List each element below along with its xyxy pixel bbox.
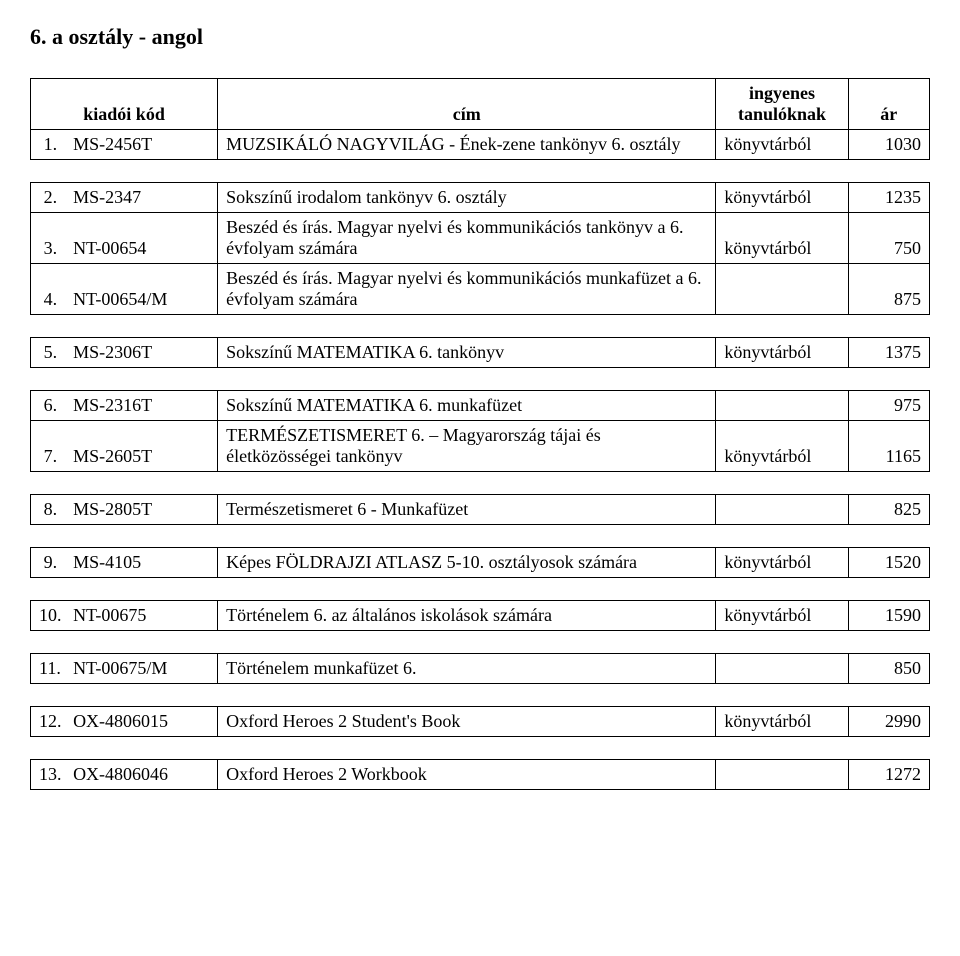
row-price: 1520 [848,548,929,578]
row-code: MS-2347 [65,183,218,213]
row-price: 825 [848,495,929,525]
spacer-row [31,368,930,391]
row-note: könyvtárból [716,213,848,264]
table-row: 8.MS-2805TTermészetismeret 6 - Munkafüze… [31,495,930,525]
row-price: 750 [848,213,929,264]
row-note: könyvtárból [716,421,848,472]
row-note [716,495,848,525]
row-note: könyvtárból [716,130,848,160]
row-title: Oxford Heroes 2 Student's Book [218,707,716,737]
row-title: Történelem 6. az általános iskolások szá… [218,601,716,631]
row-code: MS-2456T [65,130,218,160]
row-price: 1590 [848,601,929,631]
row-title: Természetismeret 6 - Munkafüzet [218,495,716,525]
row-number: 2. [31,183,66,213]
col-header-code: kiadói kód [31,79,218,130]
row-title: Sokszínű MATEMATIKA 6. munkafüzet [218,391,716,421]
row-code: NT-00675 [65,601,218,631]
row-code: NT-00654 [65,213,218,264]
row-title: TERMÉSZETISMERET 6. – Magyarország tájai… [218,421,716,472]
row-number: 3. [31,213,66,264]
row-code: MS-2605T [65,421,218,472]
row-number: 8. [31,495,66,525]
row-price: 1165 [848,421,929,472]
table-row: 13.OX-4806046Oxford Heroes 2 Workbook 127… [31,760,930,790]
row-number: 12. [31,707,66,737]
row-note [716,654,848,684]
table-row: 5.MS-2306TSokszínű MATEMATIKA 6. tanköny… [31,338,930,368]
row-title: Beszéd és írás. Magyar nyelvi és kommuni… [218,264,716,315]
spacer-row [31,737,930,760]
row-price: 2990 [848,707,929,737]
book-table: kiadói kód cím ingyenes tanulóknak ár 1.… [30,78,930,790]
row-title: Oxford Heroes 2 Workbook [218,760,716,790]
row-title: Sokszínű MATEMATIKA 6. tankönyv [218,338,716,368]
row-number: 9. [31,548,66,578]
row-note: könyvtárból [716,601,848,631]
row-title: Képes FÖLDRAJZI ATLASZ 5-10. osztályosok… [218,548,716,578]
table-row: 11.NT-00675/MTörténelem munkafüzet 6. 850 [31,654,930,684]
row-number: 7. [31,421,66,472]
row-note: könyvtárból [716,548,848,578]
row-note: könyvtárból [716,338,848,368]
row-number: 10. [31,601,66,631]
row-note [716,760,848,790]
row-note [716,264,848,315]
table-row: 9.MS-4105Képes FÖLDRAJZI ATLASZ 5-10. os… [31,548,930,578]
table-row: 1.MS-2456TMUZSIKÁLÓ NAGYVILÁG - Ének-zen… [31,130,930,160]
spacer-row [31,315,930,338]
table-row: 7.MS-2605TTERMÉSZETISMERET 6. – Magyaror… [31,421,930,472]
row-price: 850 [848,654,929,684]
row-price: 875 [848,264,929,315]
row-price: 975 [848,391,929,421]
row-title: MUZSIKÁLÓ NAGYVILÁG - Ének-zene tankönyv… [218,130,716,160]
row-title: Sokszínű irodalom tankönyv 6. osztály [218,183,716,213]
row-price: 1235 [848,183,929,213]
spacer-row [31,684,930,707]
row-price: 1030 [848,130,929,160]
spacer-row [31,631,930,654]
spacer-row [31,578,930,601]
row-code: MS-2316T [65,391,218,421]
row-number: 13. [31,760,66,790]
spacer-row [31,525,930,548]
col-header-price: ár [848,79,929,130]
row-note [716,391,848,421]
row-number: 6. [31,391,66,421]
row-price: 1375 [848,338,929,368]
row-code: NT-00675/M [65,654,218,684]
table-row: 10.NT-00675Történelem 6. az általános is… [31,601,930,631]
row-price: 1272 [848,760,929,790]
row-code: OX-4806015 [65,707,218,737]
page-title: 6. a osztály - angol [30,24,930,50]
row-note: könyvtárból [716,183,848,213]
row-title: Beszéd és írás. Magyar nyelvi és kommuni… [218,213,716,264]
row-number: 11. [31,654,66,684]
row-number: 5. [31,338,66,368]
row-title: Történelem munkafüzet 6. [218,654,716,684]
table-row: 6.MS-2316TSokszínű MATEMATIKA 6. munkafü… [31,391,930,421]
row-code: MS-2306T [65,338,218,368]
col-header-note: ingyenes tanulóknak [716,79,848,130]
row-number: 4. [31,264,66,315]
table-header-row: kiadói kód cím ingyenes tanulóknak ár [31,79,930,130]
spacer-row [31,472,930,495]
table-row: 2.MS-2347Sokszínű irodalom tankönyv 6. o… [31,183,930,213]
spacer-row [31,160,930,183]
row-code: MS-2805T [65,495,218,525]
row-note: könyvtárból [716,707,848,737]
col-header-title: cím [218,79,716,130]
table-row: 12.OX-4806015Oxford Heroes 2 Student's B… [31,707,930,737]
table-row: 3.NT-00654Beszéd és írás. Magyar nyelvi … [31,213,930,264]
row-code: MS-4105 [65,548,218,578]
row-code: OX-4806046 [65,760,218,790]
row-code: NT-00654/M [65,264,218,315]
row-number: 1. [31,130,66,160]
table-row: 4.NT-00654/MBeszéd és írás. Magyar nyelv… [31,264,930,315]
